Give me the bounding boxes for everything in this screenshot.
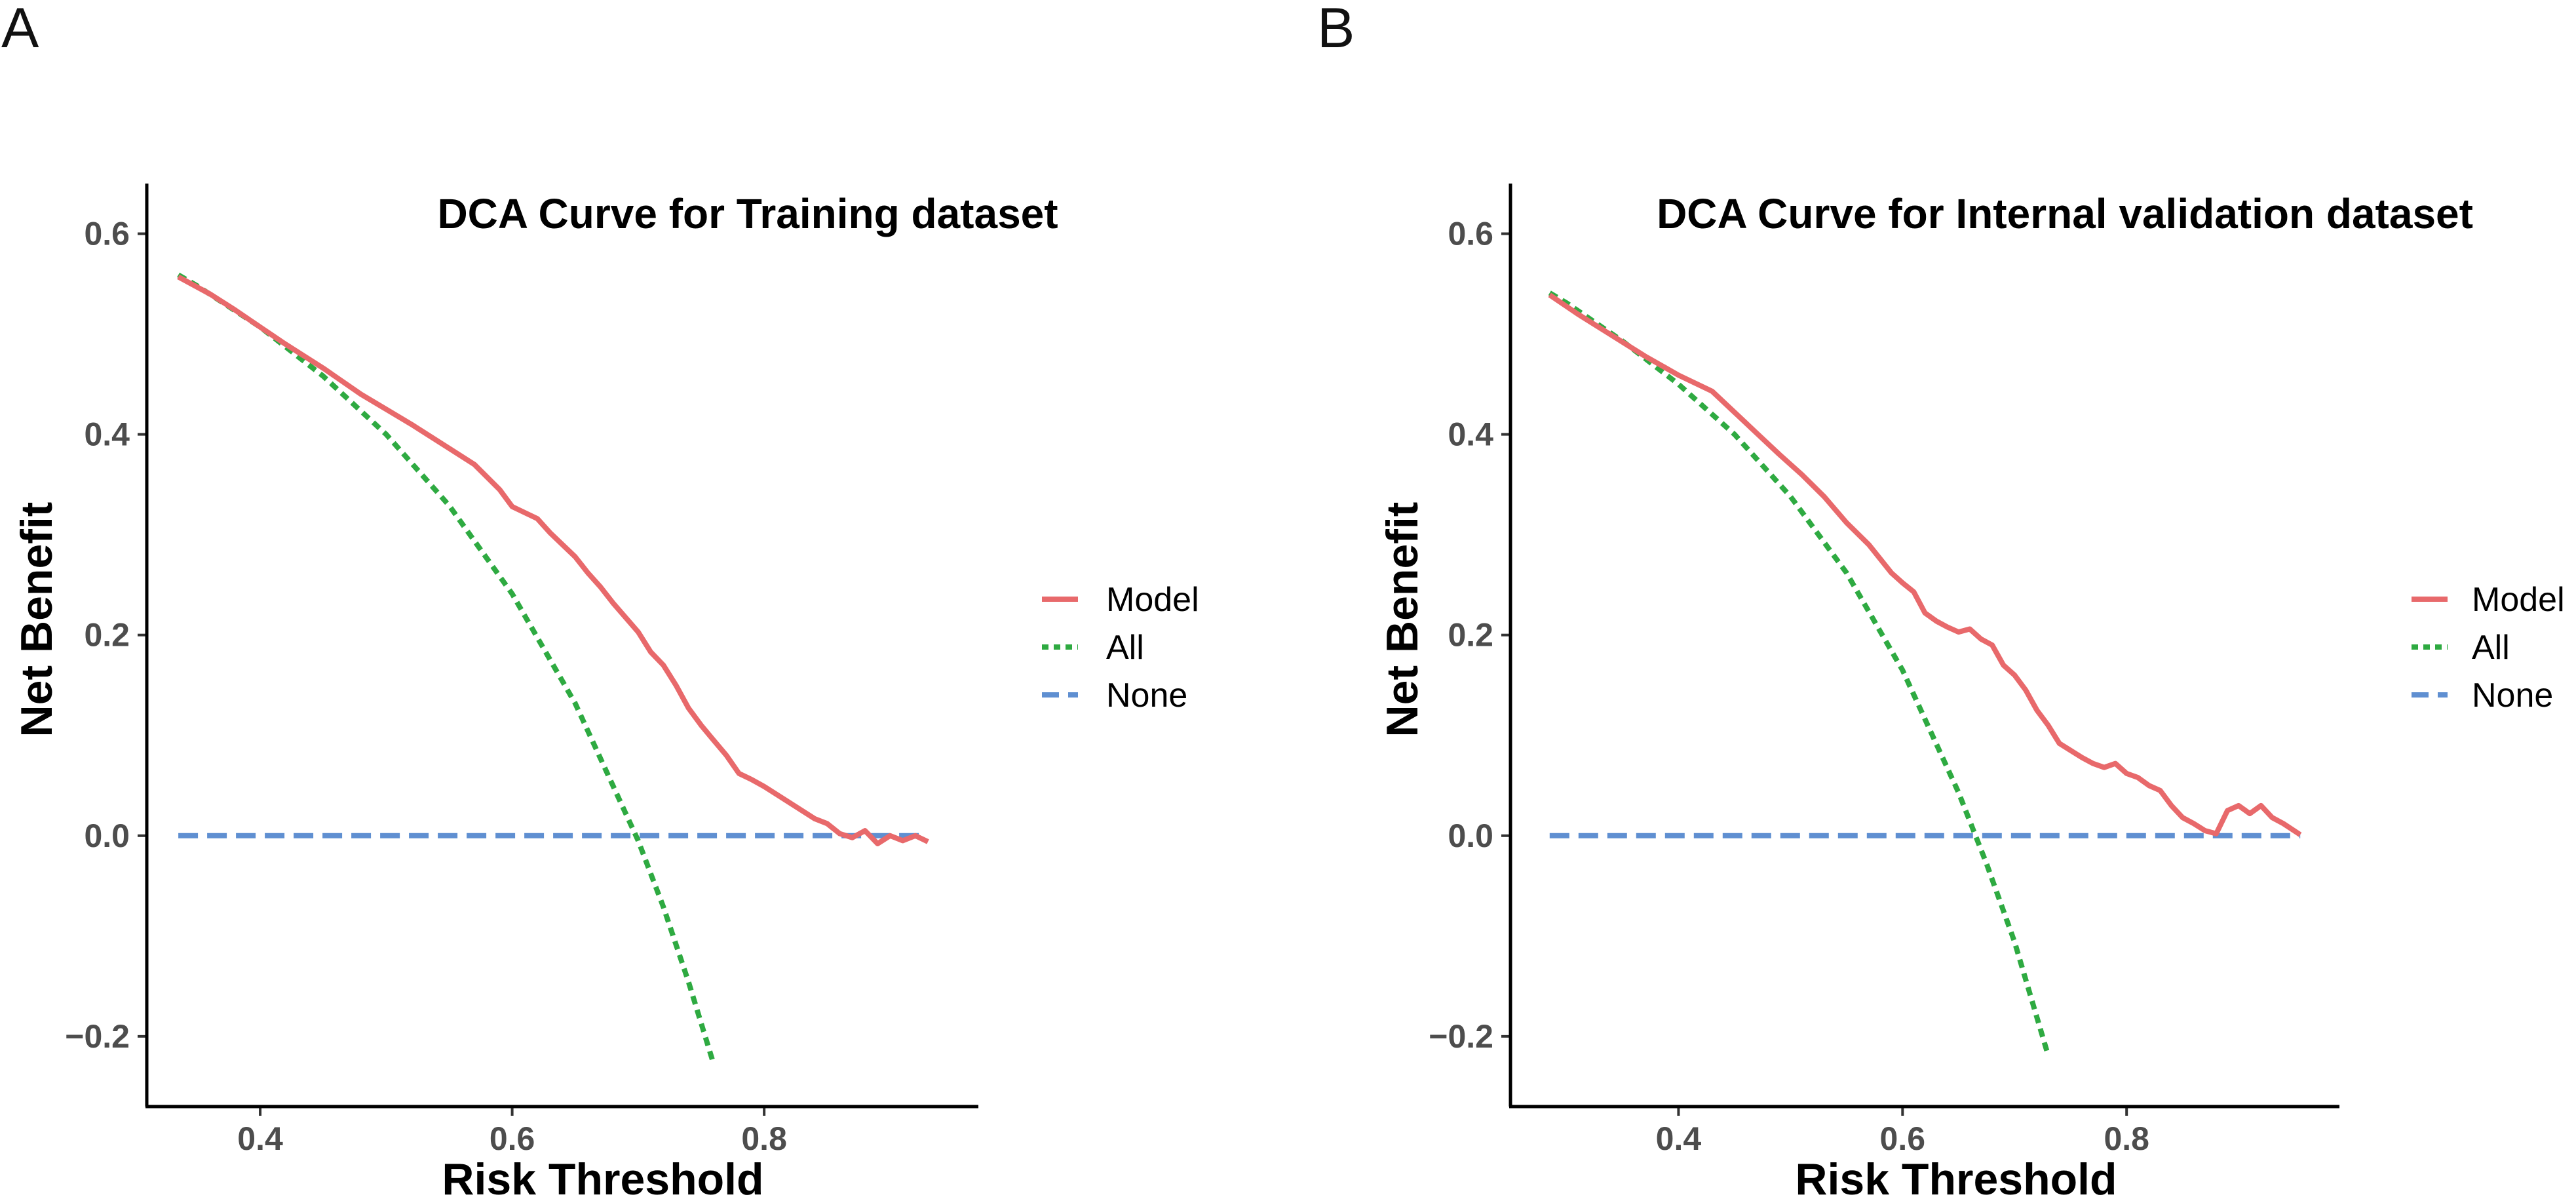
y-axis-title-b: Net Benefit [1377,502,1427,737]
y-tick-label-a-0: −0.2 [65,1018,130,1055]
legend-b: Model All None [2412,581,2565,715]
panel-label-a: A [1,0,39,60]
legend-label-all-a: All [1106,629,1144,667]
y-tick-label-b-1: 0.0 [1448,817,1493,854]
series-all-line-a [177,272,717,1065]
panel-b: B DCA Curve for Internal validation data… [1317,0,2565,1199]
x-tick-label-b-2: 0.8 [2104,1120,2149,1157]
chart-title-b: DCA Curve for Internal validation datase… [1657,190,2473,237]
y-tick-label-a-3: 0.4 [84,416,130,453]
legend-label-all-b: All [2472,629,2510,667]
chart-title-a: DCA Curve for Training dataset [437,190,1058,237]
legend-label-none-b: None [2472,677,2553,715]
x-axis-title-a: Risk Threshold [442,1154,763,1199]
series-model-line-b [1548,292,2302,837]
x-tick-label-b-1: 0.6 [1880,1120,1926,1157]
y-tick-label-b-3: 0.4 [1448,416,1493,453]
legend-a: Model All None [1042,581,1199,715]
y-tick-label-a-1: 0.0 [84,817,130,854]
panel-label-b: B [1317,0,1355,60]
x-tick-label-b-0: 0.4 [1656,1120,1702,1157]
series-model-line-a [177,274,929,846]
series-all-line-b [1548,290,2051,1057]
x-axis-title-b: Risk Threshold [1795,1154,2117,1199]
x-tick-label-a-0: 0.4 [237,1120,283,1157]
y-tick-label-b-2: 0.2 [1448,617,1493,654]
y-tick-label-b-4: 0.6 [1448,216,1493,252]
x-tick-label-a-2: 0.8 [741,1120,787,1157]
y-axis-title-a: Net Benefit [12,502,62,737]
y-tick-label-a-2: 0.2 [84,617,130,654]
legend-label-none-a: None [1106,677,1187,715]
panel-a: A DCA Curve for Training dataset Risk Th… [1,0,1199,1199]
x-tick-label-a-1: 0.6 [490,1120,535,1157]
y-tick-label-a-4: 0.6 [84,216,130,252]
legend-label-model-b: Model [2472,581,2565,619]
legend-label-model-a: Model [1106,581,1199,619]
y-tick-label-b-0: −0.2 [1429,1018,1493,1055]
